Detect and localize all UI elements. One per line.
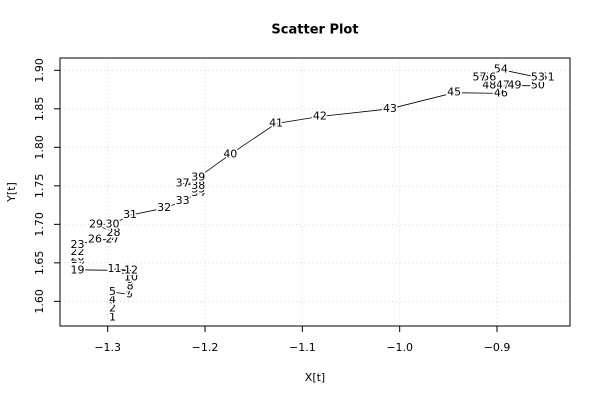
point-label: 25 [88, 233, 102, 246]
point-label: 1 [109, 311, 116, 324]
point-label: 46 [494, 86, 508, 99]
point-label: 39 [191, 170, 205, 183]
point-label: 32 [157, 201, 171, 214]
x-axis-label: X[t] [305, 371, 325, 384]
chart-title: Scatter Plot [271, 23, 358, 38]
point-label: 27 [106, 233, 120, 246]
point-label: 50 [531, 79, 545, 92]
point-label: 7 [126, 284, 133, 297]
plot-frame [59, 57, 571, 327]
point-label: 55 [472, 70, 486, 83]
point-label: 10 [124, 270, 138, 283]
point-label: 57 [472, 70, 486, 83]
point-label: 8 [127, 280, 134, 293]
point-label: 48 [482, 79, 496, 92]
point-label: 51 [541, 70, 555, 83]
y-tick-label: 1.80 [33, 135, 46, 160]
point-label: 36 [191, 176, 205, 189]
x-tick-label: −1.2 [192, 341, 219, 354]
point-label: 28 [107, 226, 121, 239]
point-label: 5 [109, 285, 116, 298]
y-tick-label: 1.70 [33, 212, 46, 237]
point-label: 33 [176, 194, 190, 207]
point-label: 31 [123, 208, 137, 221]
point-label: 52 [531, 70, 545, 83]
point-label: 56 [482, 70, 496, 83]
point-label: 43 [383, 102, 397, 115]
point-label: 53 [531, 70, 545, 83]
point-label: 13 [71, 263, 85, 276]
point-label: 22 [71, 245, 85, 258]
point-label: 35 [191, 183, 205, 196]
point-label: 47 [496, 79, 510, 92]
y-tick-label: 1.85 [33, 97, 46, 122]
point-label: 24 [88, 233, 102, 246]
point-label: 17 [71, 253, 85, 266]
y-tick-label: 1.90 [33, 58, 46, 83]
point-label: 40 [223, 147, 237, 160]
x-tick-label: −1.3 [94, 341, 121, 354]
point-label: 15 [71, 257, 85, 270]
point-label: 38 [191, 179, 205, 192]
point-label: 9 [127, 273, 134, 286]
point-label: 2 [109, 301, 116, 314]
point-label: 20 [71, 250, 85, 263]
point-label: 42 [313, 110, 327, 123]
x-tick-label: −0.9 [484, 341, 511, 354]
point-label: 34 [191, 186, 205, 199]
point-label: 45 [447, 86, 461, 99]
point-label: 14 [71, 260, 85, 273]
y-tick-label: 1.75 [33, 174, 46, 199]
point-label: 19 [71, 264, 85, 277]
x-tick-label: −1.1 [289, 341, 316, 354]
point-label: 18 [71, 263, 85, 276]
point-label: 12 [124, 264, 138, 277]
point-label: 3 [109, 294, 116, 307]
point-label: 4 [109, 293, 116, 306]
point-label: 49 [508, 79, 522, 92]
point-label: 30 [106, 217, 120, 230]
y-tick-label: 1.65 [33, 251, 46, 276]
point-label: 16 [71, 254, 85, 267]
point-label: 21 [71, 247, 85, 260]
point-label: 44 [447, 86, 461, 99]
point-label: 23 [71, 238, 85, 251]
point-label: 26 [88, 233, 102, 246]
y-tick-label: 1.60 [33, 289, 46, 314]
y-axis-label: Y[t] [5, 182, 18, 203]
point-label: 6 [126, 287, 133, 300]
connecting-line [77, 69, 549, 318]
point-label: 29 [89, 217, 103, 230]
point-label: 41 [269, 116, 283, 129]
point-label: 37 [176, 177, 190, 190]
x-tick-label: −1.0 [386, 341, 413, 354]
point-label: 54 [494, 63, 508, 76]
point-label: 11 [108, 262, 122, 275]
